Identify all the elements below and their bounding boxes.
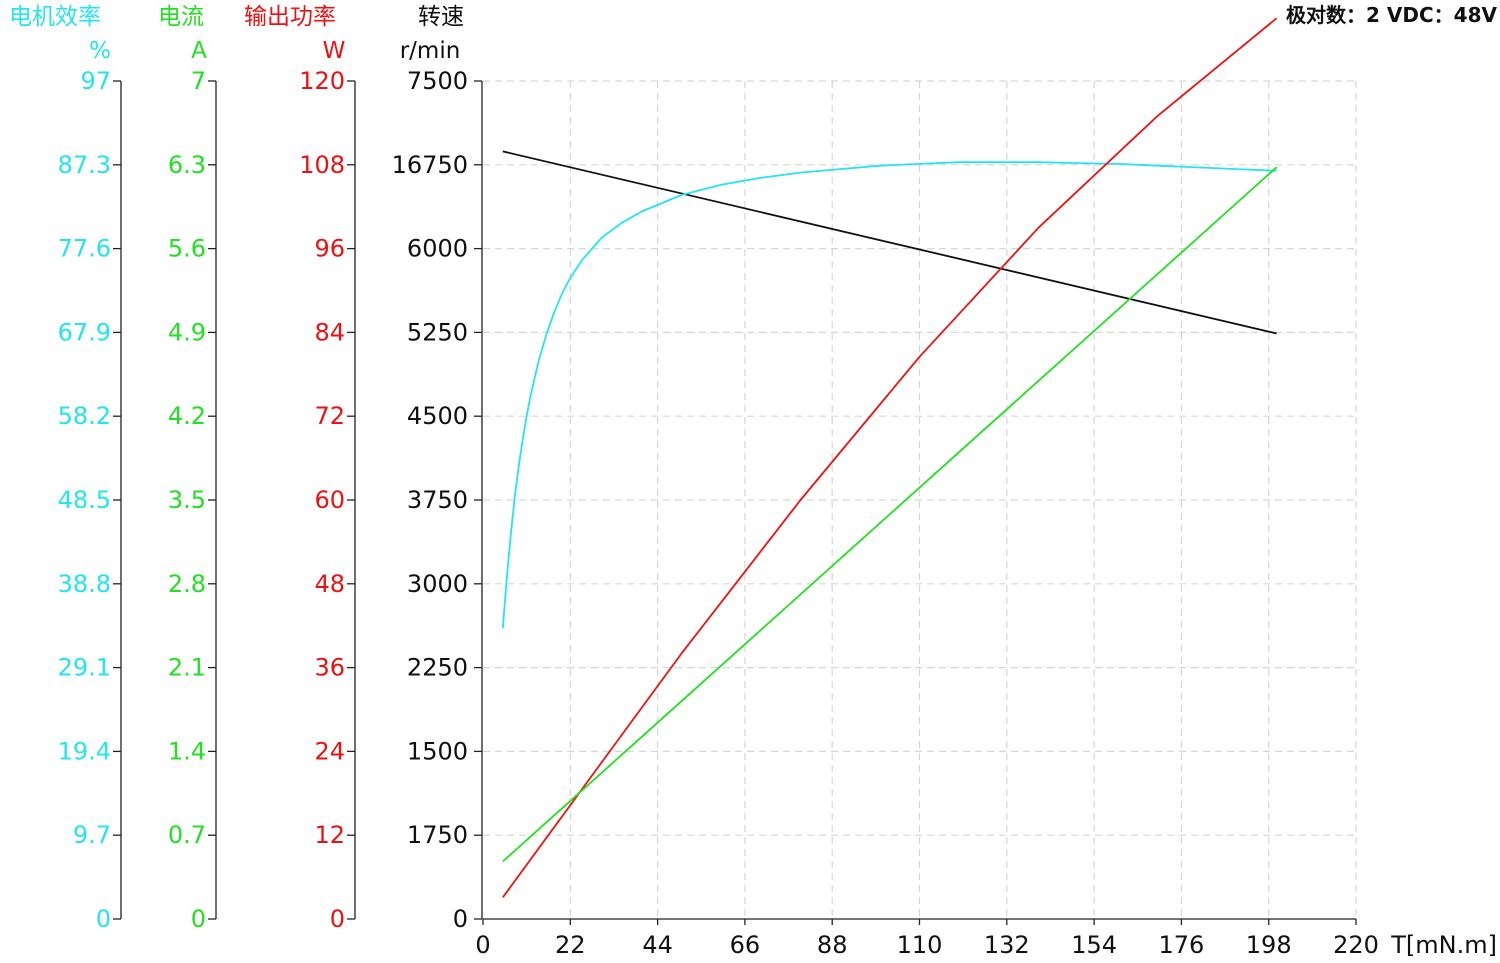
power-curve xyxy=(502,17,1278,898)
torque-tick-label: 66 xyxy=(730,931,761,959)
efficiency-tick-label: 29.1 xyxy=(58,654,111,682)
power-tick-label: 0 xyxy=(330,905,345,933)
power-tick-label: 120 xyxy=(299,67,345,95)
power-tick-label: 72 xyxy=(314,402,345,430)
speed-tick-label: 3000 xyxy=(407,570,468,598)
efficiency-tick-label: 19.4 xyxy=(58,737,111,765)
torque-tick-label: 176 xyxy=(1158,931,1204,959)
torque-tick-label: 88 xyxy=(817,931,848,959)
current-tick-label: 2.8 xyxy=(168,570,206,598)
efficiency-curve xyxy=(501,161,1277,628)
power-tick-label: 108 xyxy=(299,151,345,179)
efficiency-tick-label: 67.9 xyxy=(58,318,111,346)
current-axis-title: 电流 xyxy=(158,4,204,30)
torque-tick-label: 0 xyxy=(475,931,490,959)
power-axis-unit: W xyxy=(323,38,346,64)
efficiency-tick-label: 77.6 xyxy=(58,235,111,263)
speed-tick-label: 7500 xyxy=(407,67,468,95)
speed-tick-label: 1500 xyxy=(407,737,468,765)
efficiency-tick-label: 9.7 xyxy=(73,821,111,849)
power-axis-title: 输出功率 xyxy=(244,4,336,30)
torque-tick-label: 154 xyxy=(1071,931,1117,959)
current-tick-label: 0 xyxy=(191,905,206,933)
current-tick-label: 4.9 xyxy=(168,318,206,346)
current-curve xyxy=(502,166,1278,863)
torque-tick-label: 44 xyxy=(642,931,673,959)
current-tick-label: 1.4 xyxy=(168,737,206,765)
speed-tick-label: 3750 xyxy=(407,486,468,514)
torque-tick-label: 132 xyxy=(984,931,1030,959)
efficiency-axis-title: 电机效率 xyxy=(9,4,101,30)
speed-tick-label: 0 xyxy=(453,905,468,933)
efficiency-tick-label: 38.8 xyxy=(58,570,111,598)
current-tick-label: 3.5 xyxy=(168,486,206,514)
current-tick-label: 0.7 xyxy=(168,821,206,849)
power-tick-label: 24 xyxy=(314,737,345,765)
chart-axes: 0 9.7 19.4 29.1 38.8 48.5 58.2 67.9 77.6 87.3 97 电机… xyxy=(9,4,1497,959)
chart-series xyxy=(501,17,1278,898)
efficiency-tick-label: 87.3 xyxy=(58,151,111,179)
efficiency-tick-label: 0 xyxy=(96,905,111,933)
power-tick-label: 84 xyxy=(314,318,345,346)
current-tick-label: 6.3 xyxy=(168,151,206,179)
speed-tick-label: 4500 xyxy=(407,402,468,430)
torque-tick-label: 198 xyxy=(1246,931,1292,959)
torque-tick-label: 110 xyxy=(897,931,943,959)
efficiency-tick-label: 97 xyxy=(80,67,111,95)
pole-voltage-info: 极对数：2 VDC：48V xyxy=(1286,3,1497,27)
torque-axis-title: T[mN.m] xyxy=(1390,931,1497,959)
torque-tick-label: 22 xyxy=(555,931,586,959)
power-tick-label: 60 xyxy=(314,486,345,514)
speed-curve xyxy=(502,150,1277,335)
efficiency-axis-unit: % xyxy=(89,38,111,64)
current-tick-label: 7 xyxy=(191,67,206,95)
power-tick-label: 36 xyxy=(314,654,345,682)
torque-tick-label: 220 xyxy=(1333,931,1379,959)
speed-tick-label: 1750 xyxy=(407,821,468,849)
efficiency-tick-label: 58.2 xyxy=(58,402,111,430)
speed-axis-title: 转速 xyxy=(418,4,464,30)
chart-grid xyxy=(483,80,1357,919)
current-tick-label: 5.6 xyxy=(168,235,206,263)
power-tick-label: 12 xyxy=(314,821,345,849)
speed-axis-unit: r/min xyxy=(400,38,461,64)
current-tick-label: 2.1 xyxy=(168,654,206,682)
current-tick-label: 4.2 xyxy=(168,402,206,430)
efficiency-tick-label: 48.5 xyxy=(58,486,111,514)
speed-tick-label: 16750 xyxy=(392,151,468,179)
speed-tick-label: 6000 xyxy=(407,235,468,263)
speed-tick-label: 2250 xyxy=(407,654,468,682)
current-axis-unit: A xyxy=(191,38,207,64)
speed-tick-label: 5250 xyxy=(407,318,468,346)
power-tick-label: 48 xyxy=(314,570,345,598)
power-tick-label: 96 xyxy=(314,235,345,263)
